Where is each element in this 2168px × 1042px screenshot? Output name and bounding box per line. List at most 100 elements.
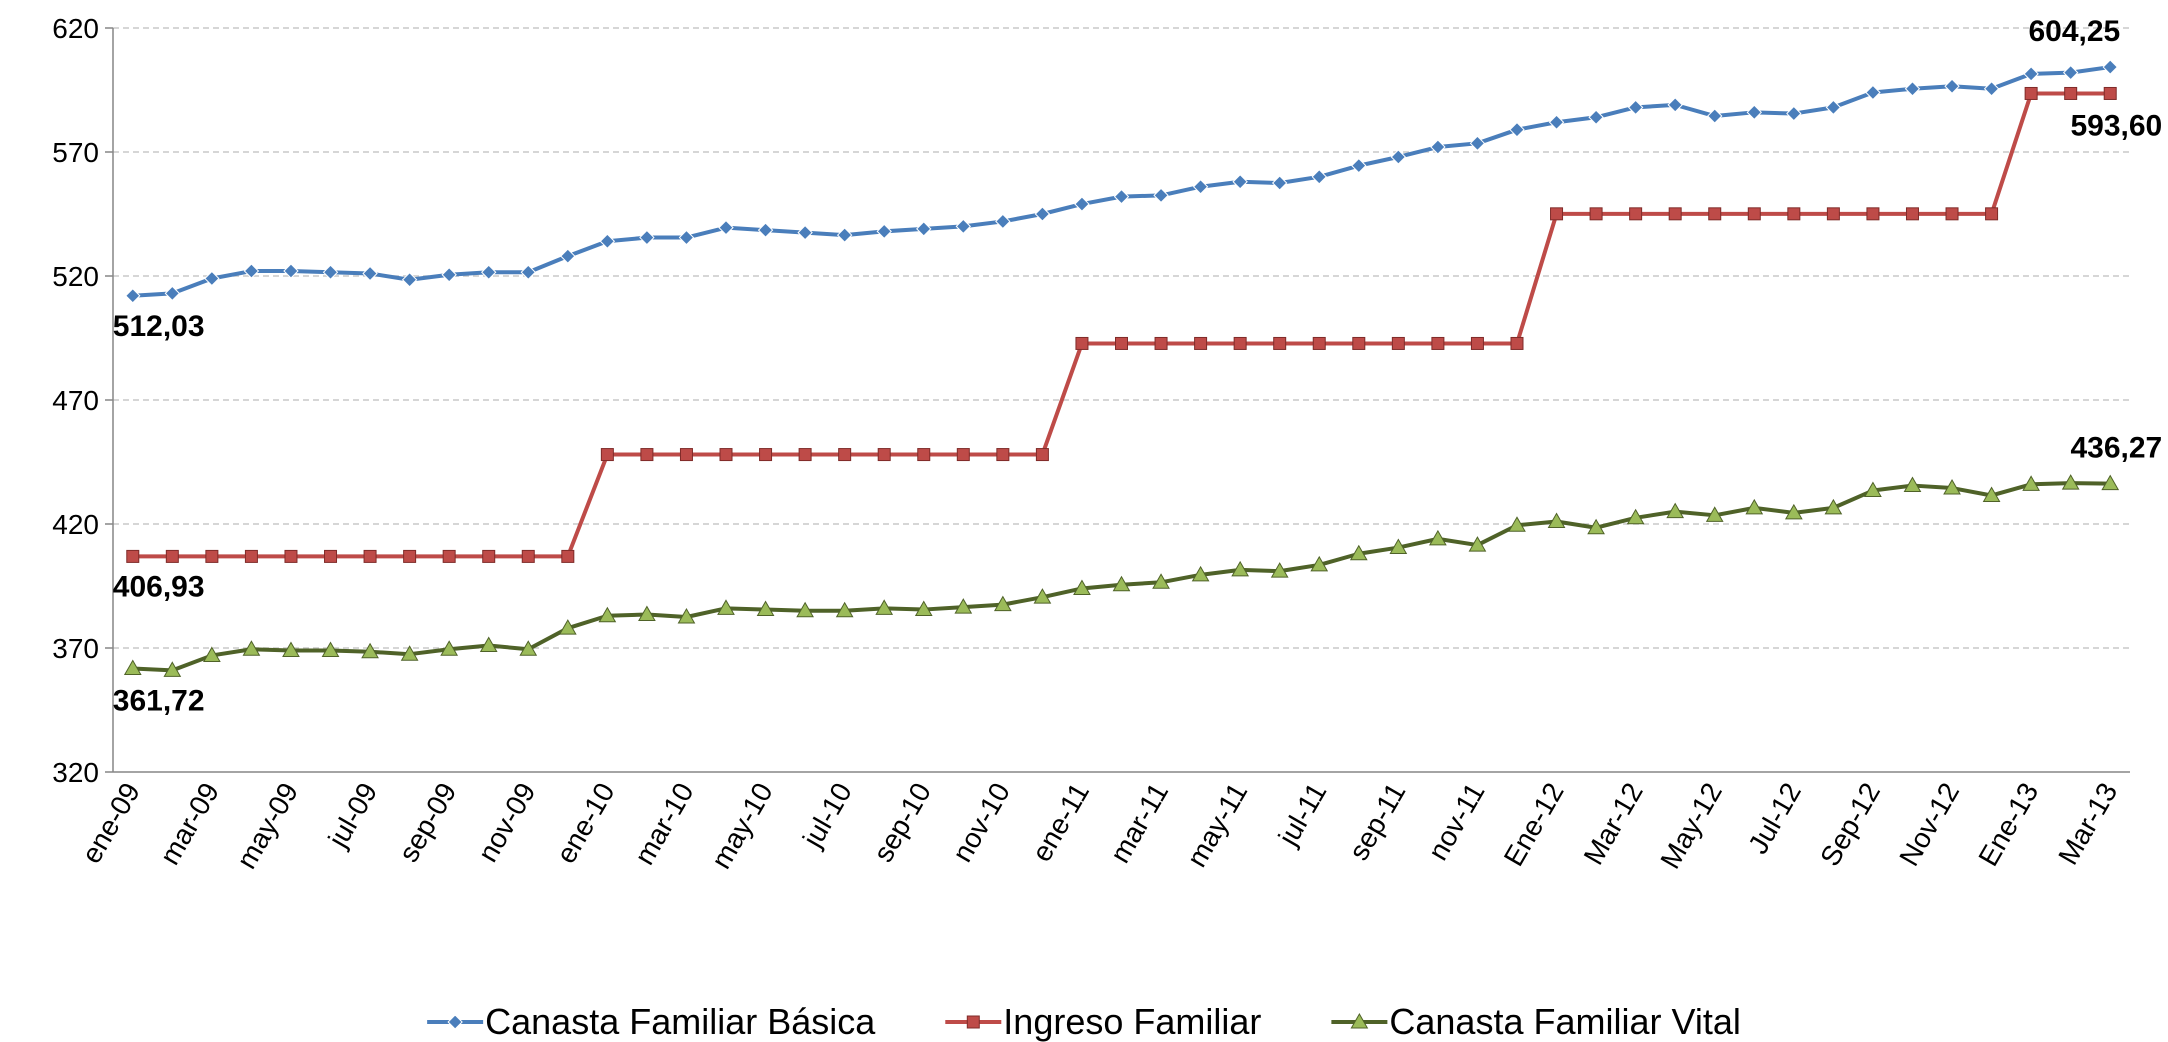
x-tick-label: jul-10 xyxy=(796,778,858,854)
marker xyxy=(1866,207,1880,221)
marker xyxy=(363,549,377,563)
marker xyxy=(481,264,497,280)
data-label: 512,03 xyxy=(113,310,205,343)
marker xyxy=(126,549,140,563)
marker xyxy=(1429,529,1447,546)
marker xyxy=(1707,108,1723,124)
marker xyxy=(1626,508,1645,525)
marker xyxy=(966,1015,980,1029)
marker xyxy=(1231,560,1250,577)
marker xyxy=(1629,207,1643,221)
marker xyxy=(875,599,894,615)
marker xyxy=(1745,498,1764,515)
marker xyxy=(1905,207,1919,221)
x-tick-label: mar-10 xyxy=(628,778,699,870)
y-tick-label: 620 xyxy=(52,13,99,44)
marker xyxy=(1389,538,1408,555)
marker xyxy=(242,640,261,656)
x-tick-label: Mar-13 xyxy=(2052,778,2123,870)
marker xyxy=(877,448,891,462)
marker xyxy=(640,448,654,462)
x-tick-label: mar-09 xyxy=(154,778,225,870)
marker xyxy=(558,619,577,635)
marker xyxy=(2023,66,2039,82)
legend-item: Ingreso Familiar xyxy=(945,1001,1261,1042)
marker xyxy=(1113,188,1130,205)
marker xyxy=(1627,99,1644,116)
marker xyxy=(718,219,734,236)
marker xyxy=(996,448,1010,462)
marker xyxy=(361,642,379,659)
marker xyxy=(1154,336,1168,350)
marker xyxy=(479,636,498,653)
marker xyxy=(1194,336,1208,350)
y-tick-label: 570 xyxy=(52,137,99,168)
y-tick-label: 320 xyxy=(52,757,99,788)
marker xyxy=(2022,475,2040,491)
marker xyxy=(1943,479,1961,495)
marker xyxy=(1903,476,1922,493)
marker xyxy=(560,248,576,264)
x-tick-label: sep-10 xyxy=(867,778,937,868)
x-tick-label: nov-09 xyxy=(472,778,542,868)
marker xyxy=(1983,81,2000,97)
marker xyxy=(203,646,221,662)
marker xyxy=(1826,207,1840,221)
marker xyxy=(719,448,733,462)
x-tick-label: Mar-12 xyxy=(1578,778,1649,870)
marker xyxy=(1233,336,1247,350)
marker xyxy=(1786,105,1802,122)
marker xyxy=(521,549,535,563)
marker xyxy=(441,267,457,283)
marker xyxy=(1469,135,1486,152)
marker xyxy=(1273,336,1287,350)
marker xyxy=(1351,157,1367,174)
marker xyxy=(2061,474,2080,490)
marker xyxy=(1508,516,1526,532)
marker xyxy=(1865,84,1881,101)
marker xyxy=(1944,78,1960,94)
marker xyxy=(1470,336,1484,350)
marker xyxy=(400,645,419,661)
marker xyxy=(679,448,693,462)
marker xyxy=(1349,544,1368,561)
marker xyxy=(677,607,696,624)
marker xyxy=(243,263,260,279)
marker xyxy=(1468,536,1487,552)
marker xyxy=(600,448,614,462)
marker xyxy=(1033,588,1052,604)
marker xyxy=(1747,207,1761,221)
marker xyxy=(1985,207,1999,221)
marker xyxy=(1784,503,1803,520)
marker xyxy=(757,222,774,238)
marker xyxy=(1075,336,1089,350)
legend-label: Ingreso Familiar xyxy=(1003,1001,1261,1042)
x-tick-label: may-10 xyxy=(705,778,779,874)
marker xyxy=(561,549,575,563)
marker xyxy=(1074,196,1090,212)
marker xyxy=(1587,518,1605,535)
marker xyxy=(403,549,417,563)
data-label: 406,93 xyxy=(113,570,205,603)
marker xyxy=(1035,448,1049,462)
x-tick-label: jul-09 xyxy=(322,778,384,854)
marker xyxy=(1034,206,1051,222)
marker xyxy=(1787,207,1801,221)
marker xyxy=(1112,575,1131,592)
marker xyxy=(401,272,418,288)
marker xyxy=(1311,169,1327,185)
marker xyxy=(1550,207,1564,221)
marker xyxy=(482,549,496,563)
marker xyxy=(123,659,142,676)
marker xyxy=(362,265,378,282)
marker xyxy=(835,601,854,618)
x-tick-label: may-11 xyxy=(1181,778,1253,873)
y-tick-label: 370 xyxy=(52,633,99,664)
legend-label: Canasta Familiar Vital xyxy=(1389,1001,1740,1042)
series-line xyxy=(132,65,2111,298)
marker xyxy=(678,229,695,246)
marker xyxy=(1271,175,1288,191)
marker xyxy=(1705,506,1724,522)
marker xyxy=(1431,336,1445,350)
marker xyxy=(798,448,812,462)
